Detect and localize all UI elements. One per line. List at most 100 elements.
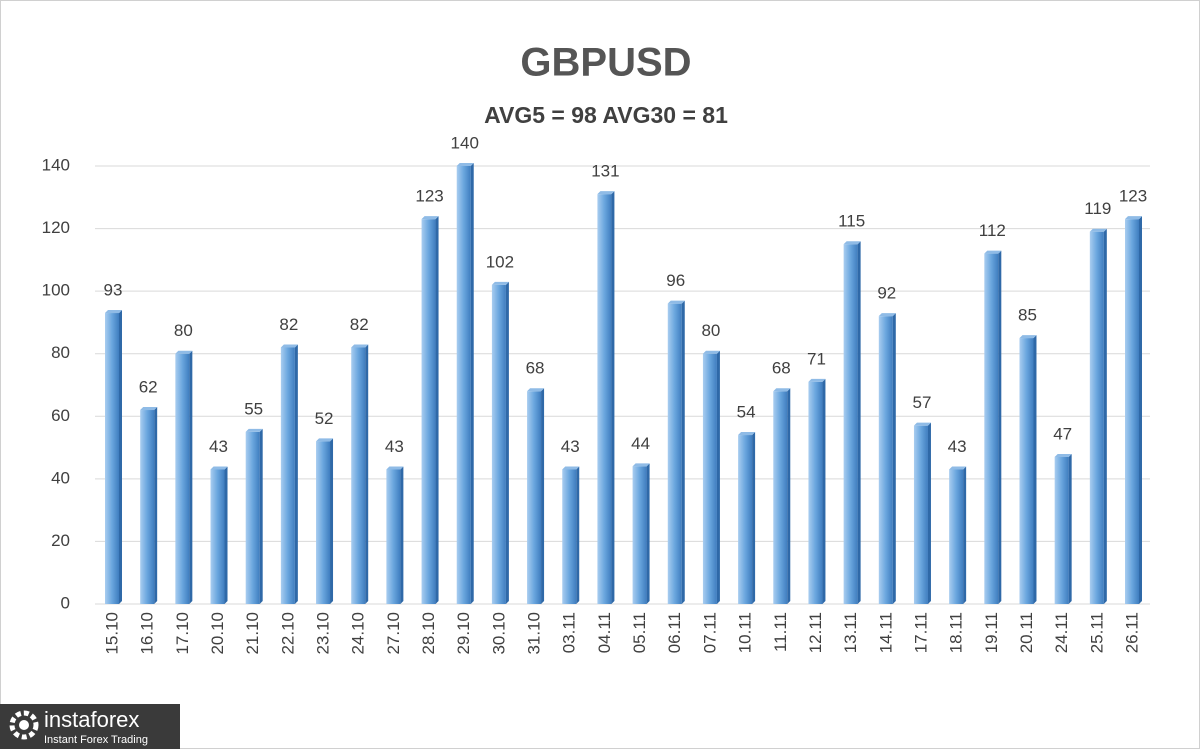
- bar: [773, 391, 788, 604]
- bar-top: [491, 281, 509, 285]
- bar-top: [808, 378, 826, 382]
- bar: [1019, 338, 1034, 604]
- watermark-icon-core: [19, 720, 29, 730]
- bar-side: [154, 407, 158, 604]
- x-tick-label: 28.10: [419, 612, 438, 655]
- bar: [878, 316, 893, 604]
- bar: [527, 391, 542, 604]
- x-tick-label: 22.10: [278, 612, 297, 655]
- bar: [316, 441, 331, 604]
- bar-top: [245, 428, 263, 432]
- chart-title: GBPUSD: [520, 41, 691, 85]
- bar: [1125, 219, 1139, 604]
- bar-side: [752, 432, 756, 604]
- x-tick-label: 19.11: [982, 612, 1001, 653]
- bar-side: [505, 281, 509, 604]
- y-tick-label: 0: [61, 593, 70, 612]
- data-label: 112: [979, 221, 1006, 240]
- data-label: 123: [1119, 187, 1147, 206]
- data-label: 119: [1084, 199, 1111, 218]
- data-label: 85: [1018, 306, 1037, 325]
- y-tick-label: 100: [42, 281, 70, 300]
- bar: [702, 353, 717, 604]
- bar-side: [294, 344, 298, 604]
- watermark-tagline: Instant Forex Trading: [44, 734, 148, 746]
- bar-side: [1103, 228, 1107, 604]
- data-label: 93: [104, 281, 123, 300]
- data-label: 54: [737, 403, 756, 422]
- bar: [843, 244, 858, 604]
- bar-side: [259, 428, 263, 604]
- data-label: 96: [666, 271, 685, 290]
- y-tick-label: 40: [51, 468, 70, 487]
- x-tick-label: 20.10: [208, 612, 227, 655]
- bar-top: [1019, 335, 1037, 339]
- bar-top: [562, 466, 580, 470]
- chart-subtitle: AVG5 = 98 AVG30 = 81: [484, 102, 728, 128]
- data-label: 80: [701, 321, 720, 340]
- bar-side: [716, 350, 720, 604]
- bar-top: [386, 466, 404, 470]
- bar: [245, 431, 260, 604]
- bar-top: [843, 241, 861, 245]
- bar: [351, 347, 366, 604]
- bar-side: [787, 388, 791, 604]
- bar: [1054, 456, 1069, 604]
- bar-side: [927, 422, 931, 604]
- bar-top: [210, 466, 228, 470]
- bar-top: [1089, 228, 1107, 232]
- x-tick-label: 18.11: [947, 612, 966, 653]
- bar-side: [1068, 453, 1072, 604]
- x-tick-label: 17.10: [173, 612, 192, 655]
- bar-top: [456, 163, 474, 166]
- bar-side: [189, 350, 193, 604]
- bar-top: [702, 350, 720, 354]
- bar-top: [1054, 453, 1072, 457]
- bar-top: [175, 350, 193, 354]
- bar-side: [681, 300, 685, 604]
- data-label: 102: [486, 252, 514, 271]
- data-label: 140: [451, 133, 479, 152]
- bar-top: [351, 344, 369, 348]
- data-label: 123: [415, 187, 443, 206]
- bar: [140, 410, 155, 604]
- bar-side: [224, 466, 228, 604]
- data-label: 52: [315, 409, 334, 428]
- x-tick-label: 25.11: [1087, 612, 1106, 653]
- bar-side: [576, 466, 580, 604]
- bar: [280, 347, 295, 604]
- bar: [597, 194, 612, 604]
- bar-top: [667, 300, 685, 304]
- bar-side: [330, 438, 334, 604]
- bar: [456, 166, 471, 604]
- bar-top: [527, 388, 545, 392]
- bar-side: [470, 163, 474, 604]
- x-tick-label: 17.11: [911, 612, 930, 653]
- x-tick-label: 29.10: [454, 612, 473, 655]
- bar-side: [400, 466, 404, 604]
- x-tick-label: 23.10: [314, 612, 333, 655]
- x-tick-label: 12.11: [806, 612, 825, 653]
- bar-side: [1139, 216, 1142, 604]
- bar: [491, 284, 506, 604]
- bar: [949, 469, 964, 604]
- bar-top: [984, 250, 1002, 254]
- bar-top: [1125, 216, 1142, 220]
- bar: [808, 381, 823, 604]
- data-label: 43: [209, 437, 228, 456]
- data-label: 62: [139, 378, 158, 397]
- bar: [562, 469, 577, 604]
- bar-side: [963, 466, 967, 604]
- bar-top: [773, 388, 791, 392]
- bar: [175, 353, 190, 604]
- x-tick-label: 27.10: [384, 612, 403, 655]
- x-tick-label: 11.11: [771, 612, 790, 652]
- watermark: instaforex Instant Forex Trading: [0, 704, 180, 749]
- data-label: 82: [279, 315, 298, 334]
- y-tick-label: 20: [51, 531, 70, 550]
- x-tick-label: 15.10: [102, 612, 121, 655]
- watermark-bg: [0, 704, 180, 749]
- bar-side: [119, 310, 122, 604]
- data-label: 82: [350, 315, 369, 334]
- bar: [913, 425, 928, 604]
